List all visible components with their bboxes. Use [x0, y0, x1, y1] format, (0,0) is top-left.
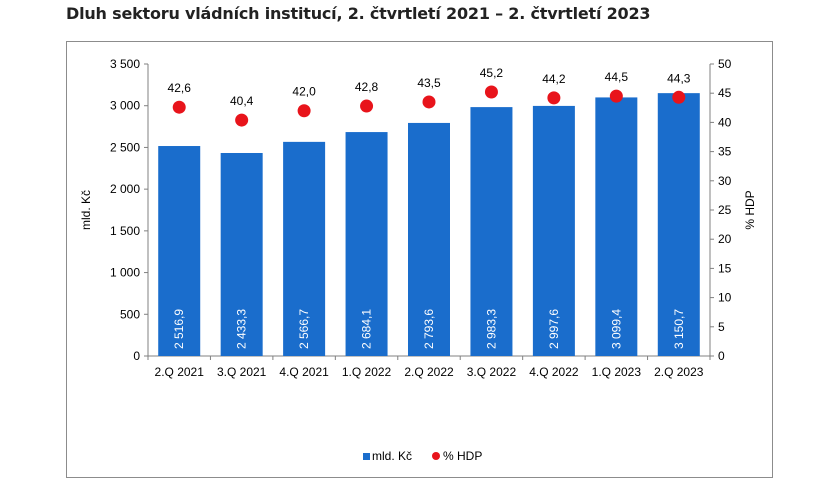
y-tick-label-right: 5	[718, 320, 725, 334]
bar	[470, 107, 513, 356]
legend-swatch-point	[432, 452, 440, 460]
bar-value-label: 2 983,3	[484, 309, 498, 349]
hdp-point	[297, 104, 311, 118]
y-tick-label-right: 40	[718, 115, 732, 129]
hdp-value-label: 42,0	[292, 85, 316, 99]
x-tick-label: 4.Q 2022	[529, 365, 579, 379]
x-tick-label: 3.Q 2022	[467, 365, 517, 379]
hdp-value-label: 44,5	[605, 70, 629, 84]
y-tick-label-left: 2 500	[110, 140, 140, 154]
y-tick-label-right: 45	[718, 86, 732, 100]
y-tick-label-right: 30	[718, 174, 732, 188]
hdp-point	[672, 90, 686, 104]
y-tick-label-left: 500	[120, 307, 140, 321]
bar	[408, 122, 450, 356]
bar	[657, 93, 700, 356]
hdp-value-label: 40,4	[230, 94, 254, 108]
x-tick-label: 2.Q 2022	[404, 365, 454, 379]
bar	[532, 105, 575, 356]
hdp-point	[609, 89, 623, 103]
hdp-value-label: 43,5	[417, 76, 441, 90]
hdp-point	[422, 95, 436, 109]
x-tick-label: 3.Q 2021	[217, 365, 267, 379]
y-axis-title-left: mld. Kč	[79, 190, 93, 230]
hdp-point	[360, 99, 374, 113]
hdp-point	[172, 100, 186, 114]
bar-value-label: 3 150,7	[672, 309, 686, 349]
bar-value-label: 3 099,4	[609, 309, 623, 349]
y-axis-title-right: % HDP	[743, 190, 757, 229]
bar-value-label: 2 433,3	[235, 309, 249, 349]
bar	[595, 97, 638, 357]
legend-swatch-bar	[363, 453, 370, 460]
hdp-value-label: 44,2	[542, 72, 566, 86]
x-tick-label: 1.Q 2022	[342, 365, 392, 379]
y-tick-label-right: 0	[718, 349, 725, 363]
bar-value-label: 2 684,1	[360, 309, 374, 349]
y-tick-label-left: 1 500	[110, 224, 140, 238]
hdp-value-label: 44,3	[667, 71, 691, 85]
hdp-value-label: 42,8	[355, 80, 379, 94]
legend-label-point: % HDP	[443, 449, 482, 463]
y-tick-label-left: 0	[133, 349, 140, 363]
bar	[345, 132, 388, 356]
bar-value-label: 2 793,6	[422, 309, 436, 349]
y-tick-label-left: 3 000	[110, 99, 140, 113]
x-tick-label: 4.Q 2021	[279, 365, 329, 379]
y-tick-label-right: 25	[718, 203, 732, 217]
y-tick-label-left: 3 500	[110, 57, 140, 71]
x-tick-label: 2.Q 2021	[155, 365, 205, 379]
y-tick-label-right: 20	[718, 232, 732, 246]
bar	[283, 141, 326, 356]
y-tick-label-right: 15	[718, 261, 732, 275]
bar-value-label: 2 997,6	[547, 309, 561, 349]
y-tick-label-right: 10	[718, 291, 732, 305]
hdp-point	[547, 91, 561, 105]
y-tick-label-left: 1 000	[110, 266, 140, 280]
y-tick-label-right: 50	[718, 57, 732, 71]
bar	[220, 152, 263, 356]
chart-title: Dluh sektoru vládních institucí, 2. čtvr…	[66, 4, 651, 23]
hdp-value-label: 45,2	[480, 66, 504, 80]
x-tick-label: 1.Q 2023	[592, 365, 642, 379]
bar	[158, 146, 201, 356]
hdp-point	[484, 85, 498, 99]
hdp-point	[235, 113, 249, 127]
y-tick-label-right: 35	[718, 145, 732, 159]
hdp-value-label: 42,6	[168, 81, 192, 95]
x-tick-label: 2.Q 2023	[654, 365, 704, 379]
y-tick-label-left: 2 000	[110, 182, 140, 196]
bar-value-label: 2 516,9	[172, 309, 186, 349]
legend-label-bar: mld. Kč	[372, 449, 412, 463]
bar-value-label: 2 566,7	[297, 309, 311, 349]
